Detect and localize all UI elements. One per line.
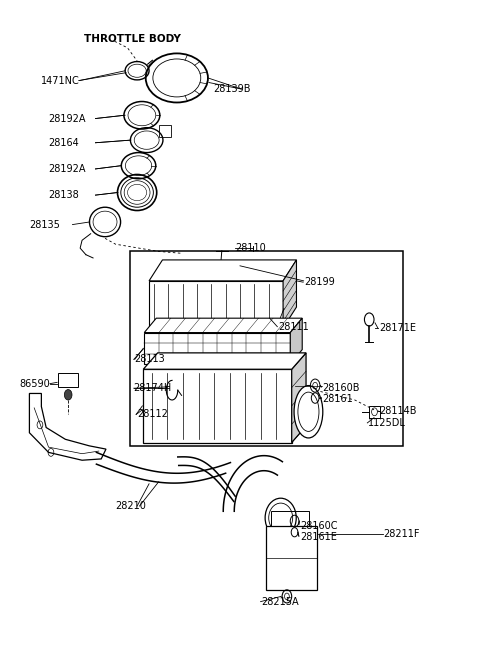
Ellipse shape	[294, 386, 323, 438]
Text: 28161E: 28161E	[300, 533, 336, 543]
Text: 28199: 28199	[305, 277, 336, 287]
Text: THROTTLE BODY: THROTTLE BODY	[84, 33, 181, 44]
Bar	[158, 125, 170, 137]
Text: 28139B: 28139B	[214, 84, 251, 94]
Polygon shape	[292, 353, 306, 443]
Text: 28215A: 28215A	[262, 596, 299, 607]
Text: 28210: 28210	[116, 501, 146, 511]
Text: 1125DL: 1125DL	[368, 418, 406, 428]
Bar	[369, 406, 380, 418]
Text: 28112: 28112	[137, 409, 168, 419]
Text: 28164: 28164	[48, 138, 79, 148]
Text: 28110: 28110	[235, 243, 266, 253]
Text: 28174H: 28174H	[134, 383, 172, 393]
Text: 28161: 28161	[323, 394, 353, 403]
Polygon shape	[149, 260, 297, 281]
Text: 28135: 28135	[29, 220, 60, 230]
Text: 1471NC: 1471NC	[41, 75, 80, 85]
Polygon shape	[144, 369, 292, 443]
Circle shape	[64, 390, 72, 400]
Text: 28160C: 28160C	[300, 521, 337, 531]
Polygon shape	[283, 260, 297, 328]
Bar	[58, 373, 78, 387]
Text: 28114B: 28114B	[379, 406, 416, 416]
Polygon shape	[149, 281, 283, 328]
Bar	[266, 525, 317, 590]
Polygon shape	[144, 333, 290, 364]
Polygon shape	[29, 394, 106, 461]
Text: 28113: 28113	[135, 354, 166, 365]
Text: 28138: 28138	[48, 190, 79, 200]
Polygon shape	[144, 318, 302, 333]
Text: 28160B: 28160B	[323, 383, 360, 393]
Bar	[130, 251, 403, 446]
Text: 28192A: 28192A	[48, 164, 86, 174]
Bar	[271, 511, 310, 525]
Text: 86590: 86590	[20, 379, 50, 388]
Polygon shape	[206, 262, 238, 276]
Polygon shape	[144, 353, 306, 369]
Polygon shape	[290, 318, 302, 364]
Text: 28192A: 28192A	[48, 113, 86, 123]
Text: 28171E: 28171E	[379, 323, 416, 333]
Text: 28211F: 28211F	[384, 529, 420, 539]
Text: 28111: 28111	[278, 321, 309, 332]
Ellipse shape	[265, 498, 296, 537]
